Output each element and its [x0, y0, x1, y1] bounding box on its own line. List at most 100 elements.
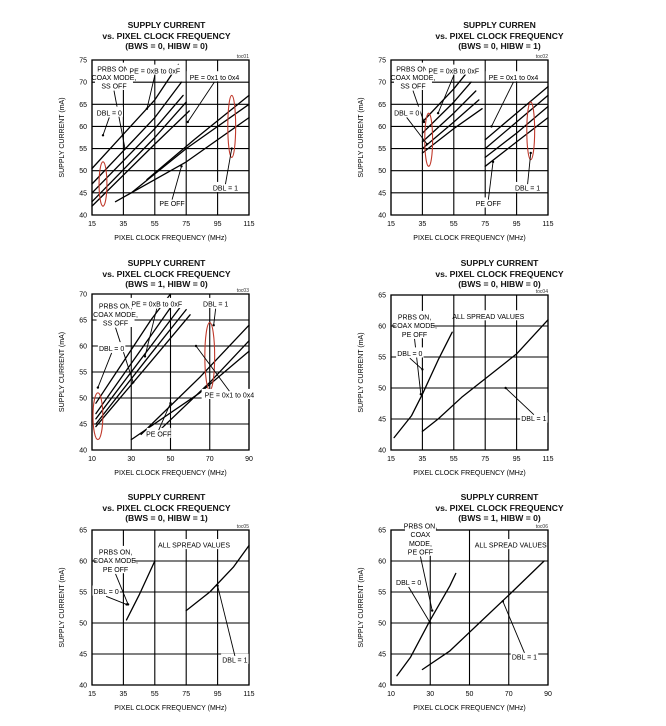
x-tick-label: 35 [419, 456, 427, 463]
annotation-label: SS OFF [103, 321, 128, 328]
y-tick-label: 55 [378, 355, 386, 362]
x-tick-label: 115 [243, 221, 254, 228]
y-tick-label: 45 [79, 652, 87, 659]
y-tick-label: 50 [378, 621, 386, 628]
annotation-label: PE OFF [408, 549, 433, 556]
x-tick-label: 35 [120, 221, 128, 228]
y-tick-label: 55 [378, 146, 386, 153]
annotation-arrowhead [230, 147, 233, 150]
annotation-arrowhead [143, 355, 147, 358]
annotation-arrowhead [529, 151, 532, 155]
chart-title-line-3: (BWS = 0, HIBW = 0) [125, 41, 208, 51]
highlight-ellipse [424, 112, 434, 167]
annotation-label: PE OFF [159, 201, 184, 208]
y-axis-label: SUPPLY CURRENT (mA) [358, 332, 365, 412]
annotation-label: DBL = 0 [99, 346, 124, 353]
annotation-label: COAX MODE, [93, 558, 138, 565]
annotation-background [510, 650, 539, 661]
annotation-leader [113, 90, 126, 149]
series-line-8 [146, 94, 250, 181]
annotation-arrowhead [125, 603, 128, 606]
chart-panel-3: SUPPLY CURRENT vs. PIXEL CLOCK FREQUENCY… [0, 242, 333, 484]
y-axis-label: SUPPLY CURRENT (mA) [59, 567, 66, 647]
y-tick-label: 65 [378, 528, 386, 535]
x-axis-label: PIXEL CLOCK FREQUENCY (MHz) [114, 470, 226, 477]
y-tick-label: 45 [79, 190, 87, 197]
annotation-background [479, 539, 542, 550]
annotation-background [162, 539, 226, 550]
annotation-label: DBL = 1 [512, 654, 537, 661]
annotation-label: COAX MODE, [93, 312, 138, 319]
y-tick-label: 55 [378, 590, 386, 597]
annotation-arrowhead [429, 621, 432, 625]
y-tick-label: 60 [378, 324, 386, 331]
annotation-label: PRBS ON, [97, 66, 131, 73]
chart-panel-4: SUPPLY CURRENT vs. PIXEL CLOCK FREQUENCY… [333, 242, 666, 484]
series-line-8 [484, 105, 549, 159]
plot-frame [91, 59, 250, 216]
toc-label: toc03 [237, 288, 249, 294]
annotation-leader [419, 556, 433, 611]
annotation-label: COAX MODE, [92, 75, 137, 82]
annotation-background [392, 106, 421, 117]
series-line-8 [160, 340, 250, 430]
annotation-label: SS OFF [400, 84, 425, 91]
y-tick-label: 60 [79, 344, 87, 351]
annotation-label: PRBS ON, [404, 524, 438, 531]
annotation-leader [144, 308, 158, 357]
annotation-arrowhead [419, 393, 423, 396]
toc-label: toc02 [536, 54, 548, 60]
annotation-leader [505, 387, 535, 416]
y-tick-label: 45 [378, 652, 386, 659]
annotation-arrowhead [491, 160, 495, 164]
x-tick-label: 75 [182, 691, 190, 698]
annotation-label: PRBS ON, [99, 303, 133, 310]
annotation-background [426, 64, 482, 75]
chart-title-line-3: (BWS = 0, HIBW = 0) [458, 279, 541, 289]
annotation-label: PRBS ON, [99, 550, 133, 557]
y-tick-label: 65 [79, 318, 87, 325]
series-line-7 [484, 94, 549, 150]
annotation-label: ALL SPREAD VALUES [452, 314, 524, 321]
annotation-leader [502, 601, 525, 653]
series-line-5 [91, 110, 190, 207]
y-tick-label: 50 [79, 621, 87, 628]
toc-label: toc06 [536, 524, 548, 530]
annotation-background [476, 197, 501, 208]
chart-5-plot: 15 35 55 75 95 115 40 45 50 55 60 65 PIXEL CLOCK FRE… [59, 524, 255, 712]
annotation-leader [408, 586, 431, 624]
annotation-label: COAX [411, 532, 431, 539]
annotation-background [94, 62, 133, 90]
annotation-leader [158, 403, 171, 431]
annotation-arrowhead [501, 600, 505, 603]
annotation-arrowhead [421, 368, 424, 371]
y-tick-label: 40 [79, 448, 87, 455]
annotation-label: PRBS ON, [396, 66, 430, 73]
annotation-background [186, 71, 243, 82]
annotation-label: DBL = 1 [213, 186, 238, 193]
x-tick-label: 30 [127, 456, 135, 463]
chart-panel-2: SUPPLY CURREN vs. PIXEL CLOCK FREQUENCY … [333, 0, 666, 242]
chart-title-line-2: vs. PIXEL CLOCK FREQUENCY [435, 30, 564, 41]
chart-title-line-1: SUPPLY CURREN [463, 20, 536, 30]
annotation-label: PE = 0x1 to 0x4 [489, 75, 539, 82]
series-line-6 [140, 324, 250, 436]
y-tick-label: 55 [79, 590, 87, 597]
chart-title-line-1: SUPPLY CURRENT [127, 258, 206, 268]
annotation-leader [105, 595, 127, 605]
x-tick-label: 15 [387, 456, 395, 463]
y-tick-label: 70 [79, 80, 87, 87]
chart-title: SUPPLY CURRENT vs. PIXEL CLOCK FREQUENCY… [333, 492, 666, 524]
annotation-label: DBL = 0 [97, 110, 122, 117]
x-axis-label: PIXEL CLOCK FREQUENCY (MHz) [413, 705, 525, 712]
x-tick-label: 55 [151, 221, 159, 228]
annotation-arrowhead [194, 344, 198, 348]
annotation-label: MODE, [409, 541, 432, 548]
annotation-label: DBL = 0 [94, 589, 119, 596]
highlight-ellipse [227, 94, 237, 158]
annotation-background [96, 545, 135, 574]
y-tick-label: 65 [378, 293, 386, 300]
annotation-background [97, 342, 126, 353]
x-tick-label: 75 [481, 456, 489, 463]
y-tick-label: 45 [79, 422, 87, 429]
